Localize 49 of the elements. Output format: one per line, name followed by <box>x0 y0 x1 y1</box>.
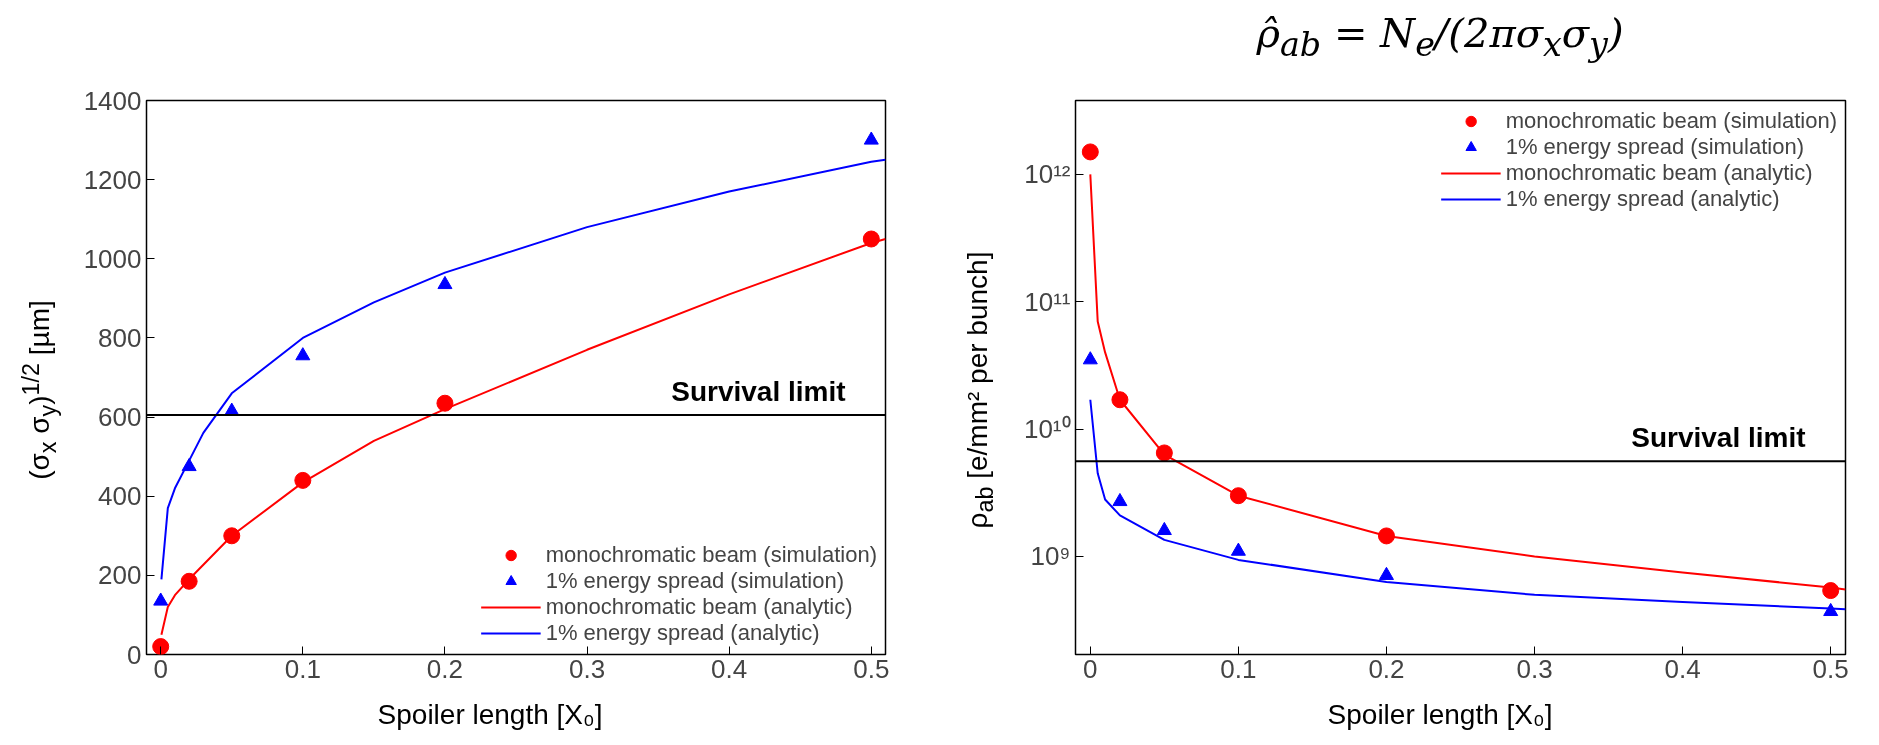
point <box>153 592 169 606</box>
x-axis-title: Spoiler length [X₀] <box>377 698 603 732</box>
x-tick-label: 0.2 <box>1368 653 1405 684</box>
x-tick-label: 0.3 <box>1516 653 1553 684</box>
point <box>152 638 170 655</box>
point <box>1156 521 1172 536</box>
x-tick-label: 0.5 <box>853 653 890 684</box>
legend-label: monochromatic beam (analytic) <box>545 594 853 620</box>
legend-label: 1% energy spread (analytic) <box>545 620 820 646</box>
point <box>863 131 879 145</box>
point <box>1112 492 1128 507</box>
y-tick-label: 600 <box>98 402 142 433</box>
x-axis-title: Spoiler length [X₀] <box>1327 698 1553 732</box>
point <box>1378 566 1394 580</box>
point <box>437 275 453 290</box>
legend-label: 1% energy spread (simulation) <box>545 568 845 594</box>
x-tick-label: 0.2 <box>426 653 464 684</box>
y-tick-label: 10¹¹ <box>1024 286 1071 317</box>
point <box>1230 542 1246 556</box>
y-tick-label: 200 <box>98 560 142 591</box>
x-tick-label: 0 <box>153 653 168 684</box>
x-tick-label: 0.1 <box>1220 653 1257 684</box>
ref-line-label: Survival limit <box>1631 422 1806 454</box>
x-tick-label: 0.4 <box>1664 653 1701 684</box>
x-tick-label: 0.4 <box>711 653 748 684</box>
y-tick-label: 1000 <box>83 243 142 274</box>
ref-line-label: Survival limit <box>671 376 846 408</box>
point <box>295 347 311 361</box>
y-tick-label: 400 <box>98 481 142 512</box>
point <box>1081 143 1099 161</box>
y-tick-label: 800 <box>98 322 142 353</box>
y-tick-label: 10⁹ <box>1030 541 1071 572</box>
point <box>1823 602 1839 617</box>
x-tick-label: 0 <box>1083 653 1098 684</box>
chart-title: ρ̂$_{ab}$ = N$_{e}$/(2πσ$_{x}$σ$_{y}$) <box>1256 10 1624 64</box>
x-tick-label: 0.3 <box>568 653 606 684</box>
x-tick-label: 0.1 <box>284 653 321 684</box>
legend-label: monochromatic beam (simulation) <box>1505 108 1837 134</box>
x-tick-label: 0.5 <box>1812 653 1849 684</box>
y-tick-label: 10¹² <box>1024 159 1071 190</box>
point <box>1082 351 1098 365</box>
legend-label: 1% energy spread (simulation) <box>1505 134 1805 160</box>
y-tick-label: 1400 <box>83 85 142 116</box>
legend-label: monochromatic beam (simulation) <box>545 542 877 568</box>
y-tick-label: 1200 <box>83 164 142 195</box>
legend-label: monochromatic beam (analytic) <box>1505 160 1813 186</box>
y-tick-label: 10¹⁰ <box>1023 414 1071 445</box>
point <box>436 394 454 412</box>
legend-label: 1% energy spread (analytic) <box>1505 186 1780 212</box>
